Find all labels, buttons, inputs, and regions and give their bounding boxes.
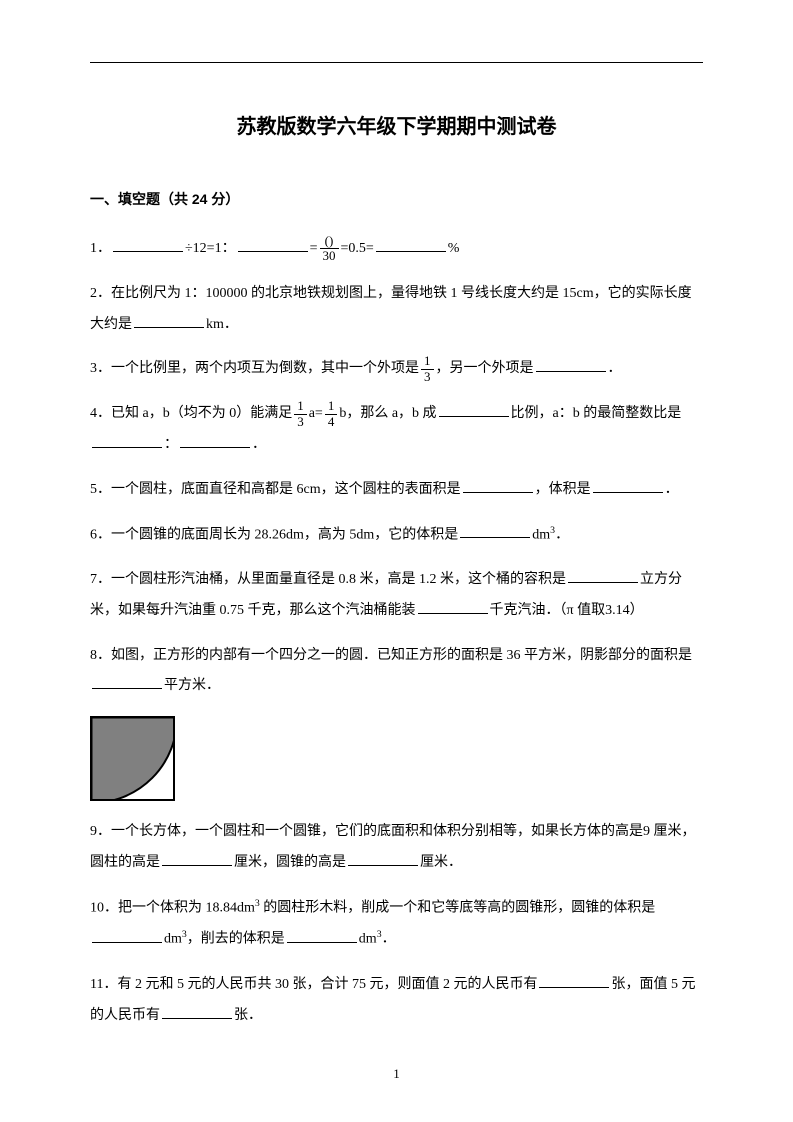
q3-text2: ，另一个外项是 xyxy=(436,361,534,376)
q4-f2d: 4 xyxy=(325,415,338,429)
q4-text4: 比例，a：b 的最简整数比是 xyxy=(511,406,682,421)
top-rule xyxy=(90,62,703,63)
q4-f1n: 1 xyxy=(294,399,307,414)
q5-blank1[interactable] xyxy=(463,479,533,493)
q8-figure xyxy=(90,716,175,801)
question-8: 8．如图，正方形的内部有一个四分之一的圆．已知正方形的面积是 36 平方米，阴影… xyxy=(90,641,703,703)
q11-blank2[interactable] xyxy=(162,1005,232,1019)
q1-text3: = xyxy=(310,241,318,256)
q6-text1: 6．一个圆锥的底面周长为 28.26dm，高为 5dm，它的体积是 xyxy=(90,527,458,542)
q10-text6: ． xyxy=(382,932,396,947)
q1-text1: 1． xyxy=(90,241,111,256)
q4-text1: 4．已知 a，b（均不为 0）能满足 xyxy=(90,406,292,421)
question-2: 2．在比例尺为 1：100000 的北京地铁规划图上，量得地铁 1 号线长度大约… xyxy=(90,279,703,341)
q8-blank[interactable] xyxy=(92,675,162,689)
q4-blank1[interactable] xyxy=(439,403,509,417)
q2-blank[interactable] xyxy=(134,314,204,328)
q11-blank1[interactable] xyxy=(539,974,609,988)
q5-text1: 5．一个圆柱，底面直径和高都是 6cm，这个圆柱的表面积是 xyxy=(90,482,461,497)
q7-text1: 7．一个圆柱形汽油桶，从里面量直径是 0.8 米，高是 1.2 米，这个桶的容积… xyxy=(90,572,566,587)
q3-frac-num: 1 xyxy=(421,354,434,369)
q4-text2: a= xyxy=(309,406,323,421)
q1-blank3[interactable] xyxy=(376,238,446,252)
q6-blank[interactable] xyxy=(460,524,530,538)
q8-text1: 8．如图，正方形的内部有一个四分之一的圆．已知正方形的面积是 36 平方米，阴影… xyxy=(90,648,692,663)
question-4: 4．已知 a，b（均不为 0）能满足13a=14b，那么 a，b 成比例，a：b… xyxy=(90,399,703,461)
q10-text3: dm xyxy=(164,932,182,947)
q8-shaded-region xyxy=(92,718,175,801)
q11-text3: 张． xyxy=(234,1008,262,1023)
question-10: 10．把一个体积为 18.84dm3 的圆柱形木料，削成一个和它等底等高的圆锥形… xyxy=(90,893,703,956)
q1-frac-den: 30 xyxy=(320,249,339,263)
q4-frac1: 13 xyxy=(294,399,307,429)
q10-text4: ，削去的体积是 xyxy=(187,932,285,947)
q1-text5: % xyxy=(448,241,460,256)
q1-blank2[interactable] xyxy=(238,238,308,252)
q4-text3: b，那么 a，b 成 xyxy=(339,406,436,421)
q10-text1: 10．把一个体积为 18.84dm xyxy=(90,901,255,916)
question-11: 11．有 2 元和 5 元的人民币共 30 张，合计 75 元，则面值 2 元的… xyxy=(90,970,703,1032)
q5-text2: ，体积是 xyxy=(535,482,591,497)
q8-text2: 平方米． xyxy=(164,678,220,693)
q4-text5: ： xyxy=(164,437,178,452)
q8-svg xyxy=(92,718,175,801)
q2-text2: km． xyxy=(206,317,238,332)
q3-frac-den: 3 xyxy=(421,370,434,384)
q1-frac-num: () xyxy=(320,234,339,249)
q3-text3: ． xyxy=(608,361,622,376)
q9-text3: 厘米． xyxy=(420,855,462,870)
q5-text3: ． xyxy=(665,482,679,497)
q4-f1d: 3 xyxy=(294,415,307,429)
q7-text3: 千克汽油．（π 值取3.14） xyxy=(490,603,644,618)
question-9: 9．一个长方体，一个圆柱和一个圆锥，它们的底面积和体积分别相等，如果长方体的高是… xyxy=(90,817,703,879)
q4-blank3[interactable] xyxy=(180,434,250,448)
q1-fraction: ()30 xyxy=(320,234,339,264)
q9-blank1[interactable] xyxy=(162,852,232,866)
page-number: 1 xyxy=(0,1066,793,1082)
q10-text5: dm xyxy=(359,932,377,947)
q9-text2: 厘米，圆锥的高是 xyxy=(234,855,346,870)
q10-blank2[interactable] xyxy=(287,929,357,943)
q4-f2n: 1 xyxy=(325,399,338,414)
q4-blank2[interactable] xyxy=(92,434,162,448)
q1-blank1[interactable] xyxy=(113,238,183,252)
q3-blank[interactable] xyxy=(536,358,606,372)
q10-blank1[interactable] xyxy=(92,929,162,943)
page-content: 苏教版数学六年级下学期期中测试卷 一、填空题（共 24 分） 1．÷12=1：=… xyxy=(0,0,793,1085)
q7-blank2[interactable] xyxy=(418,600,488,614)
q10-text2: 的圆柱形木料，削成一个和它等底等高的圆锥形，圆锥的体积是 xyxy=(260,901,656,916)
question-5: 5．一个圆柱，底面直径和高都是 6cm，这个圆柱的表面积是 ，体积是 ． xyxy=(90,475,703,506)
q4-text6: ． xyxy=(252,437,266,452)
q3-text1: 3．一个比例里，两个内项互为倒数，其中一个外项是 xyxy=(90,361,419,376)
question-3: 3．一个比例里，两个内项互为倒数，其中一个外项是13，另一个外项是 ． xyxy=(90,354,703,385)
q1-text4: =0.5= xyxy=(341,241,374,256)
q1-text2: ÷12=1： xyxy=(185,241,236,256)
q6-text2: dm xyxy=(532,527,550,542)
q3-fraction: 13 xyxy=(421,354,434,384)
q11-text1: 11．有 2 元和 5 元的人民币共 30 张，合计 75 元，则面值 2 元的… xyxy=(90,977,537,992)
question-7: 7．一个圆柱形汽油桶，从里面量直径是 0.8 米，高是 1.2 米，这个桶的容积… xyxy=(90,565,703,627)
question-6: 6．一个圆锥的底面周长为 28.26dm，高为 5dm，它的体积是dm3． xyxy=(90,520,703,551)
q9-blank2[interactable] xyxy=(348,852,418,866)
section-heading: 一、填空题（共 24 分） xyxy=(90,189,703,209)
question-1: 1． ÷12=1： =()30=0.5=% xyxy=(90,234,703,265)
q7-blank1[interactable] xyxy=(568,569,638,583)
q6-text3: ． xyxy=(555,527,569,542)
q4-frac2: 14 xyxy=(325,399,338,429)
exam-title: 苏教版数学六年级下学期期中测试卷 xyxy=(90,110,703,139)
q5-blank2[interactable] xyxy=(593,479,663,493)
